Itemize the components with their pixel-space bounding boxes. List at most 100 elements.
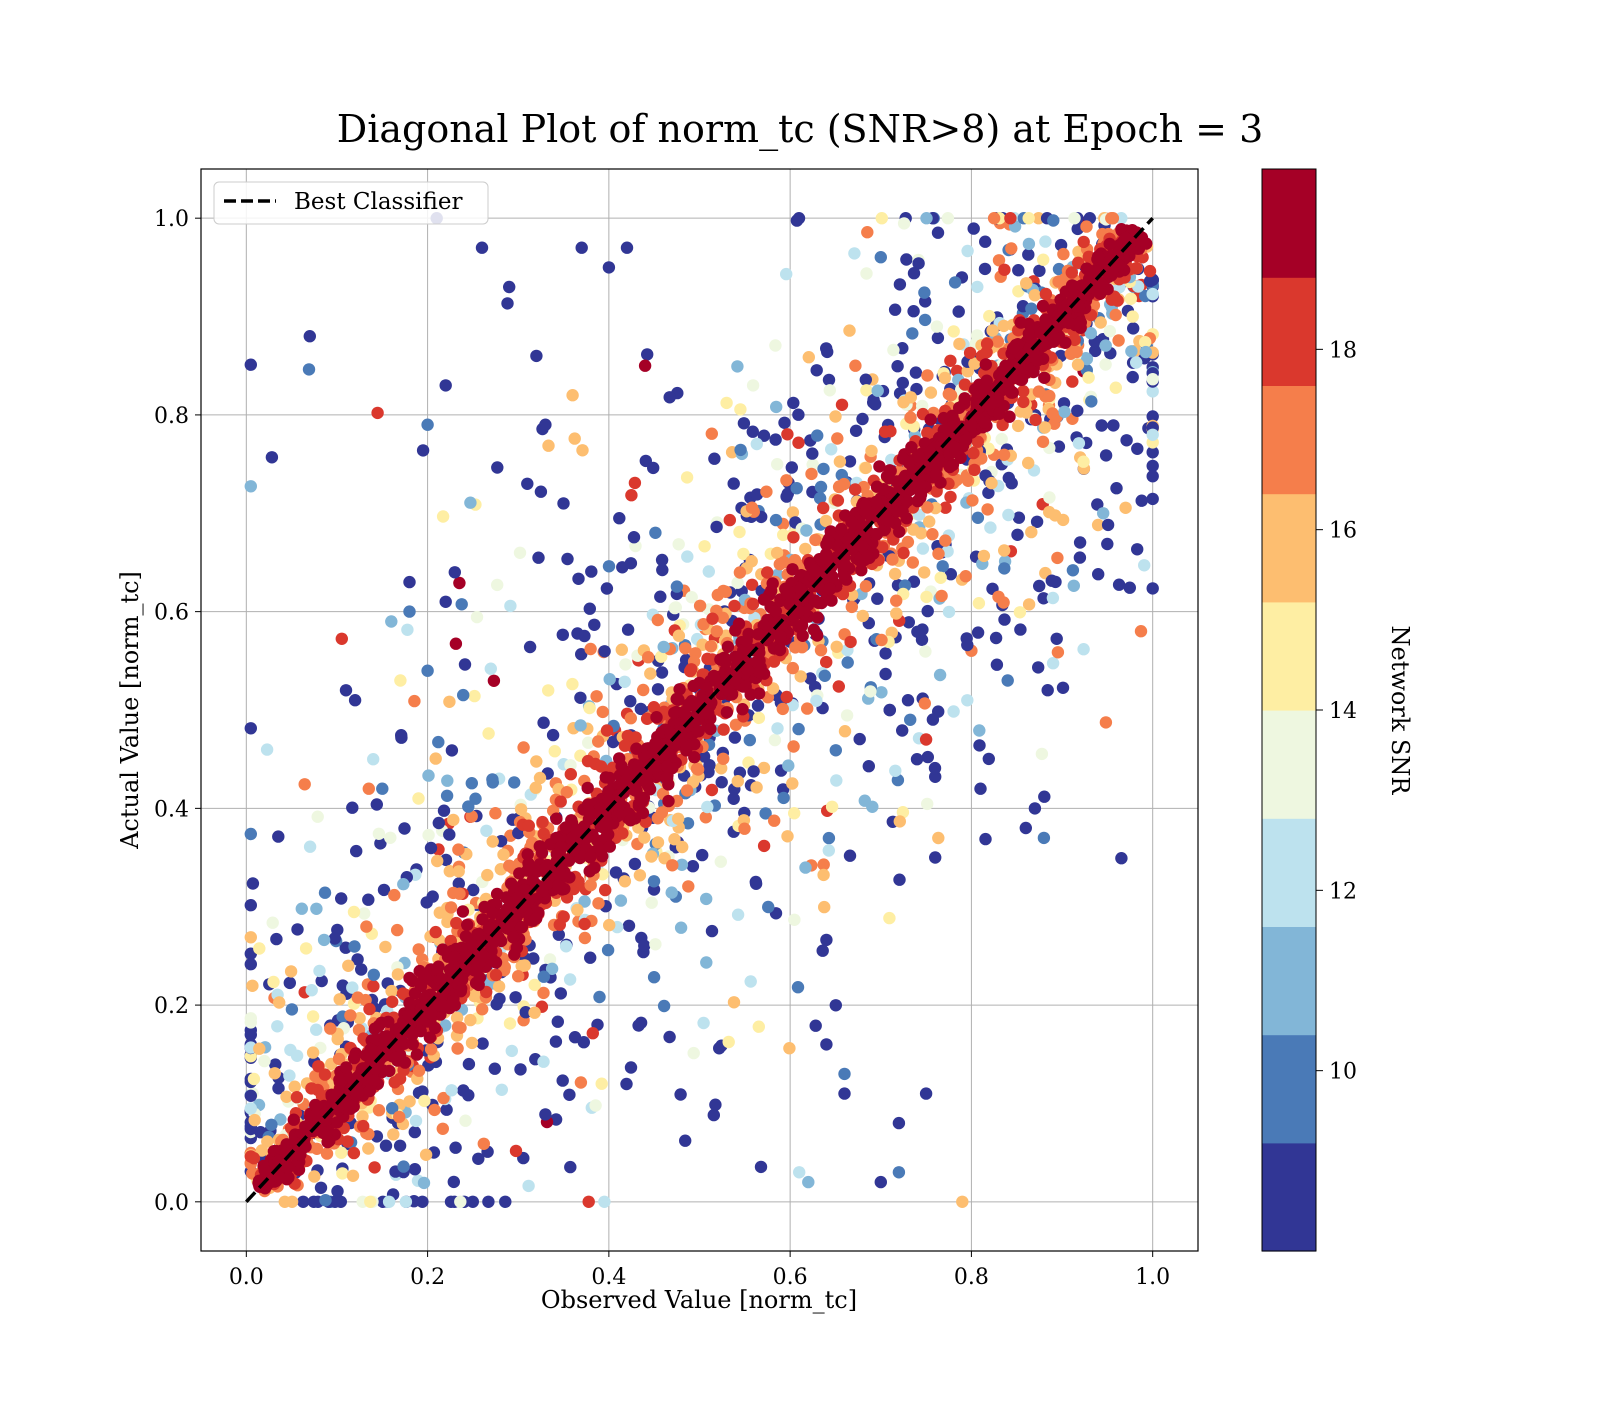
scatter-point	[699, 811, 712, 824]
scatter-point	[424, 1043, 438, 1056]
scatter-point	[1095, 419, 1108, 432]
scatter-point	[768, 814, 781, 827]
scatter-point	[928, 761, 942, 775]
scatter-point	[320, 1147, 334, 1160]
scatter-point	[258, 1054, 271, 1068]
scatter-point	[811, 596, 825, 609]
scatter-point	[959, 570, 972, 583]
colorbar-band	[1262, 926, 1316, 1036]
scatter-point	[603, 840, 616, 853]
scatter-point	[768, 733, 782, 747]
scatter-point	[503, 280, 516, 294]
scatter-point	[299, 942, 313, 955]
y-axis-label: Actual Value [norm_tc]	[116, 571, 144, 850]
scatter-point	[472, 978, 485, 992]
scatter-point	[503, 1017, 517, 1030]
scatter-point	[561, 552, 574, 566]
scatter-point	[1099, 716, 1113, 729]
scatter-point	[650, 711, 663, 724]
scatter-point	[924, 386, 938, 399]
scatter-point	[790, 482, 803, 495]
scatter-point	[814, 480, 828, 494]
scatter-point	[397, 1160, 410, 1173]
scatter-point	[426, 890, 439, 903]
scatter-point	[757, 429, 771, 442]
scatter-point	[704, 722, 717, 736]
scatter-point	[267, 975, 280, 989]
scatter-point	[1094, 287, 1107, 300]
scatter-point	[385, 615, 398, 628]
scatter-point	[550, 812, 563, 825]
scatter-point	[344, 1009, 357, 1022]
scatter-point	[1035, 747, 1049, 761]
scatter-point	[882, 472, 896, 485]
scatter-point	[358, 907, 371, 920]
scatter-point	[1019, 277, 1033, 290]
scatter-point	[682, 698, 695, 711]
scatter-point	[914, 527, 928, 540]
scatter-point	[912, 450, 925, 464]
scatter-point	[512, 970, 525, 983]
scatter-point	[465, 777, 478, 790]
scatter-point	[1073, 536, 1087, 549]
scatter-point	[504, 599, 517, 613]
scatter-point	[767, 655, 781, 668]
scatter-point	[693, 599, 707, 612]
scatter-point	[559, 821, 573, 834]
scatter-point	[428, 1103, 441, 1117]
scatter-point	[896, 376, 909, 390]
scatter-point	[920, 590, 933, 604]
scatter-point	[1131, 543, 1144, 556]
scatter-point	[651, 836, 665, 849]
scatter-point	[1045, 574, 1059, 587]
scatter-point	[1105, 293, 1119, 306]
x-tick-label: 0.6	[773, 1265, 808, 1290]
colorbar-band	[1262, 169, 1316, 278]
scatter-point	[829, 744, 842, 757]
scatter-point	[538, 862, 552, 875]
scatter-point	[1004, 212, 1017, 225]
scatter-point	[998, 613, 1011, 626]
scatter-point	[584, 851, 597, 864]
scatter-point	[1005, 386, 1018, 399]
scatter-point	[624, 814, 637, 827]
scatter-point	[766, 682, 780, 695]
scatter-point	[447, 813, 460, 827]
x-tick-label: 0.2	[410, 1265, 445, 1290]
scatter-point	[1037, 831, 1051, 845]
scatter-point	[467, 883, 480, 897]
scatter-point	[396, 987, 410, 1000]
scatter-point	[701, 800, 714, 814]
scatter-point	[305, 984, 318, 997]
legend-label: Best Classifier	[294, 189, 462, 215]
scatter-point	[362, 782, 375, 795]
scatter-point	[529, 781, 542, 794]
scatter-point	[491, 461, 504, 474]
scatter-point	[787, 531, 800, 544]
scatter-point	[998, 263, 1011, 276]
scatter-point	[552, 928, 565, 941]
scatter-point	[856, 609, 869, 623]
scatter-point	[453, 576, 466, 590]
scatter-point	[347, 905, 361, 919]
scatter-point	[668, 833, 681, 846]
scatter-point	[876, 541, 889, 554]
x-tick-label: 0.0	[229, 1265, 264, 1290]
scatter-point	[553, 918, 566, 931]
scatter-point	[431, 854, 444, 868]
scatter-point	[918, 313, 932, 327]
scatter-point	[700, 956, 713, 969]
scatter-point	[408, 1125, 421, 1139]
scatter-point	[897, 217, 911, 230]
legend: Best Classifier	[213, 181, 489, 225]
scatter-point	[963, 346, 977, 360]
scatter-point	[314, 1181, 328, 1195]
scatter-point	[447, 1175, 460, 1189]
colorbar-band	[1262, 277, 1316, 386]
scatter-point	[539, 1108, 552, 1121]
scatter-point	[465, 1036, 479, 1050]
scatter-point	[888, 303, 902, 316]
scatter-point	[621, 729, 634, 743]
scatter-point	[523, 640, 537, 654]
scatter-point	[860, 267, 873, 280]
